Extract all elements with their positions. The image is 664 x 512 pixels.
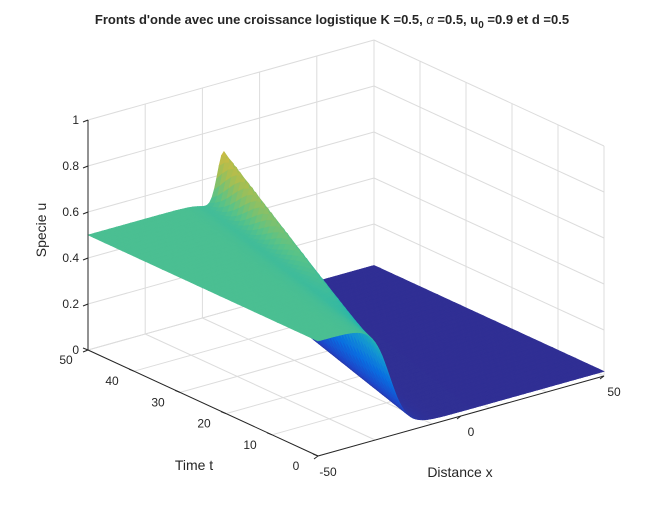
z-tick-label: 0.6: [62, 205, 79, 219]
y-tick-label: 0: [293, 459, 300, 473]
z-tick-mark: [82, 349, 89, 353]
grid-line-back-z: [87, 85, 375, 167]
grid-line-side-z: [373, 131, 605, 239]
chart-title: Fronts d'onde avec une croissance logist…: [95, 12, 569, 31]
z-tick-label: 0.8: [62, 159, 79, 173]
x-tick-mark: [313, 455, 319, 460]
surface-mesh: [87, 151, 605, 421]
x-tick-label: 0: [468, 425, 475, 439]
z-tick-mark: [82, 165, 89, 169]
y-tick-mark: [82, 347, 89, 351]
x-tick-label: 50: [607, 385, 621, 399]
z-tick-mark: [82, 303, 89, 307]
grid-line-side-z: [373, 177, 605, 285]
z-tick-mark: [82, 211, 89, 215]
z-tick-label: 0: [72, 343, 79, 357]
z-tick-label: 0.4: [62, 251, 79, 265]
x-axis-label: Distance x: [427, 464, 492, 480]
title-prefix: Fronts d'onde avec une croissance logist…: [95, 12, 426, 27]
z-tick-mark: [82, 119, 89, 123]
grid-line-floor-x: [202, 317, 433, 425]
grid-line-side-z: [373, 223, 605, 331]
grid-line-side-z: [373, 85, 605, 193]
z-tick-label: 0.2: [62, 297, 79, 311]
z-axis-label: Specie u: [33, 203, 49, 257]
y-tick-label: 30: [151, 395, 165, 409]
z-tick-label: 1: [72, 113, 79, 127]
y-tick-label: 50: [59, 353, 73, 367]
y-tick-label: 10: [243, 438, 257, 452]
y-tick-label: 20: [197, 417, 211, 431]
grid-line-side-z: [373, 39, 605, 147]
title-alpha-part: =0.5, u: [434, 12, 478, 27]
grid-line-back-z: [87, 39, 375, 121]
x-tick-label: -50: [319, 465, 337, 479]
z-tick-mark: [82, 257, 89, 261]
y-axis-line: [87, 349, 319, 457]
title-suffix: =0.9 et d =0.5: [484, 12, 569, 27]
grid-line-floor-x: [144, 333, 376, 441]
y-tick-label: 40: [105, 374, 119, 388]
y-axis-label: Time t: [175, 457, 213, 473]
